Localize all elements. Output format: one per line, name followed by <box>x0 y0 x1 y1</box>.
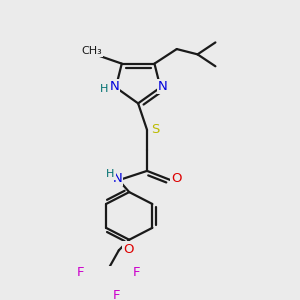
Text: F: F <box>113 290 121 300</box>
Text: O: O <box>123 242 134 256</box>
Text: H: H <box>100 84 109 94</box>
Text: CH₃: CH₃ <box>82 46 102 56</box>
Text: N: N <box>158 80 168 93</box>
Text: O: O <box>172 172 182 185</box>
Text: F: F <box>77 266 85 279</box>
Text: S: S <box>151 123 160 136</box>
Text: N: N <box>112 172 122 185</box>
Text: H: H <box>106 169 115 179</box>
Text: N: N <box>110 80 119 93</box>
Text: F: F <box>132 266 140 279</box>
